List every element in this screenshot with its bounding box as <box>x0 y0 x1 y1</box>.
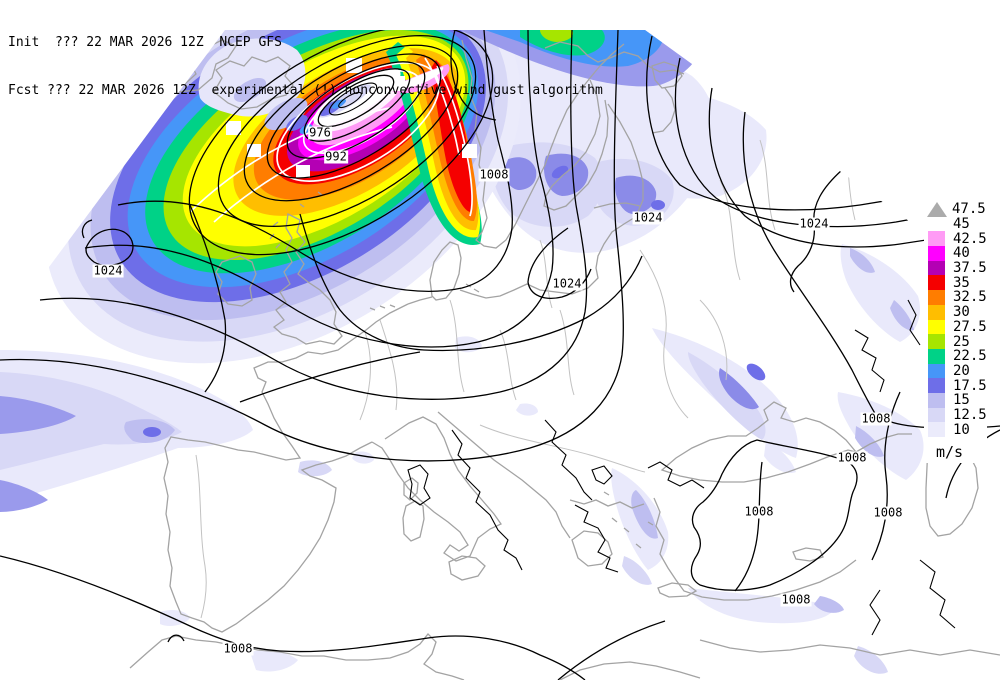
legend-label: 15 <box>953 392 970 409</box>
legend-label: 22.5 <box>953 348 987 365</box>
legend-swatch <box>928 378 945 393</box>
legend-label: 47.5 <box>952 201 986 218</box>
init-line: Init ??? 22 MAR 2026 12Z NCEP GFS <box>8 35 282 50</box>
britain-coast <box>272 213 343 345</box>
turkey-coast <box>653 497 857 601</box>
legend-label: 17.5 <box>953 377 987 394</box>
legend-row: 37.5 <box>928 260 987 277</box>
legend-row: 12.5 <box>928 406 987 423</box>
legend-label: 35 <box>953 274 970 291</box>
legend-row: 22.5 <box>928 348 987 365</box>
isobar-label: 1024 <box>92 263 124 278</box>
legend-label: 20 <box>953 362 970 379</box>
legend-swatch <box>928 363 945 379</box>
legend-label: 12.5 <box>953 406 987 423</box>
legend-swatch <box>928 231 945 247</box>
legend-row: 10 <box>928 421 987 438</box>
legend-label: 42.5 <box>953 230 987 247</box>
legend-row: 25 <box>928 333 987 350</box>
legend-swatch <box>928 290 945 305</box>
isobar-label: 1008 <box>872 505 904 520</box>
legend-row-triangle: 47.5 <box>927 201 987 218</box>
africa-coast <box>129 633 465 680</box>
legend-label: 30 <box>953 304 970 321</box>
isobar-label: 1008 <box>860 411 892 426</box>
legend-swatch <box>928 246 945 261</box>
europe-southwest-coast <box>163 303 409 633</box>
scandinavia-coast <box>461 39 625 249</box>
isobar-label: 976 <box>308 125 332 140</box>
legend-row: 30 <box>928 304 987 321</box>
legend-row: 20 <box>928 362 987 379</box>
isobar-label: 1008 <box>743 504 775 519</box>
legend-label: 40 <box>953 245 970 262</box>
legend-row: 45 <box>928 216 987 233</box>
legend-row: 15 <box>928 392 987 409</box>
legend-swatch <box>928 407 945 423</box>
legend-swatch <box>928 334 945 349</box>
isobar-label: 1024 <box>632 210 664 225</box>
legend-row: 40 <box>928 245 987 262</box>
legend-label: 32.5 <box>953 289 987 306</box>
color-legend: 47.5 45 42.5 40 37.5 35 32.5 30 27.5 25 22.5 20 17.… <box>924 200 987 463</box>
legend-swatch <box>928 392 945 408</box>
legend-unit: m/s <box>936 443 964 461</box>
isobar-label: 1008 <box>222 641 254 656</box>
ireland-coast <box>215 255 257 307</box>
isobar-label: 1024 <box>551 276 583 291</box>
isobar-label: 1008 <box>478 167 510 182</box>
legend-label: 37.5 <box>953 260 987 277</box>
balkan-coast <box>437 411 571 539</box>
legend-swatch <box>928 304 945 320</box>
legend-row: 35 <box>928 274 987 291</box>
gust-shading <box>0 30 924 674</box>
legend-swatch <box>928 422 945 437</box>
legend-swatch <box>928 275 945 291</box>
legend-row: 32.5 <box>928 289 987 306</box>
legend-label: 45 <box>953 216 970 233</box>
iceland-coast <box>213 56 294 110</box>
legend-row: 27.5 <box>928 318 987 335</box>
legend-row: 42.5 <box>928 230 987 247</box>
black-sea-coast <box>660 401 858 483</box>
coastlines <box>129 39 1000 680</box>
overflow-triangle-icon <box>927 201 947 217</box>
isobar-label: 992 <box>324 149 348 164</box>
white-threshold-contours <box>189 57 473 223</box>
italy-coast <box>371 416 502 562</box>
fcst-line: Fcst ??? 22 MAR 2026 12Z experimental (!… <box>8 83 603 98</box>
denmark-coast <box>429 241 462 301</box>
legend-swatch <box>928 348 945 364</box>
legend-label: 10 <box>953 421 970 438</box>
legend-swatch <box>928 260 945 276</box>
chart-header: Init ??? 22 MAR 2026 12Z NCEP GFS Fcst ?… <box>8 3 603 131</box>
isobar-label: 1008 <box>780 592 812 607</box>
legend-label: 27.5 <box>953 318 987 335</box>
legend-swatch <box>928 319 945 335</box>
legend-swatch <box>928 217 945 232</box>
legend-label: 25 <box>953 333 970 350</box>
isobar-label: 1008 <box>836 450 868 465</box>
legend-row: 17.5 <box>928 377 987 394</box>
isobar-label: 1024 <box>798 216 830 231</box>
